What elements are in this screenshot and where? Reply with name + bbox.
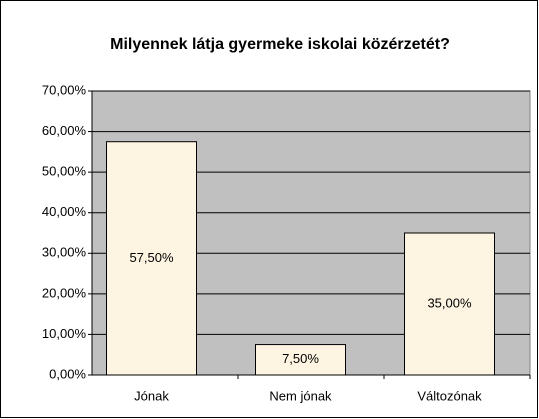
x-tick-label: Nem jónak: [269, 388, 332, 403]
y-tick-label: 10,00%: [42, 326, 87, 341]
chart-title: Milyennek látja gyermeke iskolai közérze…: [110, 36, 450, 53]
data-label: 57,50%: [129, 250, 174, 265]
y-tick-label: 0,00%: [49, 366, 86, 381]
data-label: 35,00%: [427, 295, 472, 310]
bar: [106, 141, 197, 376]
y-tick-label: 70,00%: [42, 82, 87, 97]
x-tick-label: Jónak: [134, 388, 169, 403]
y-tick-label: 50,00%: [42, 164, 87, 179]
x-tick-label: Változónak: [417, 388, 482, 403]
bar: [255, 344, 346, 376]
y-tick-label: 60,00%: [42, 123, 87, 138]
y-tick-label: 30,00%: [42, 245, 87, 260]
y-tick-label: 40,00%: [42, 204, 87, 219]
bar: [404, 232, 495, 376]
y-tick-label: 20,00%: [42, 285, 87, 300]
data-label: 7,50%: [282, 351, 319, 366]
